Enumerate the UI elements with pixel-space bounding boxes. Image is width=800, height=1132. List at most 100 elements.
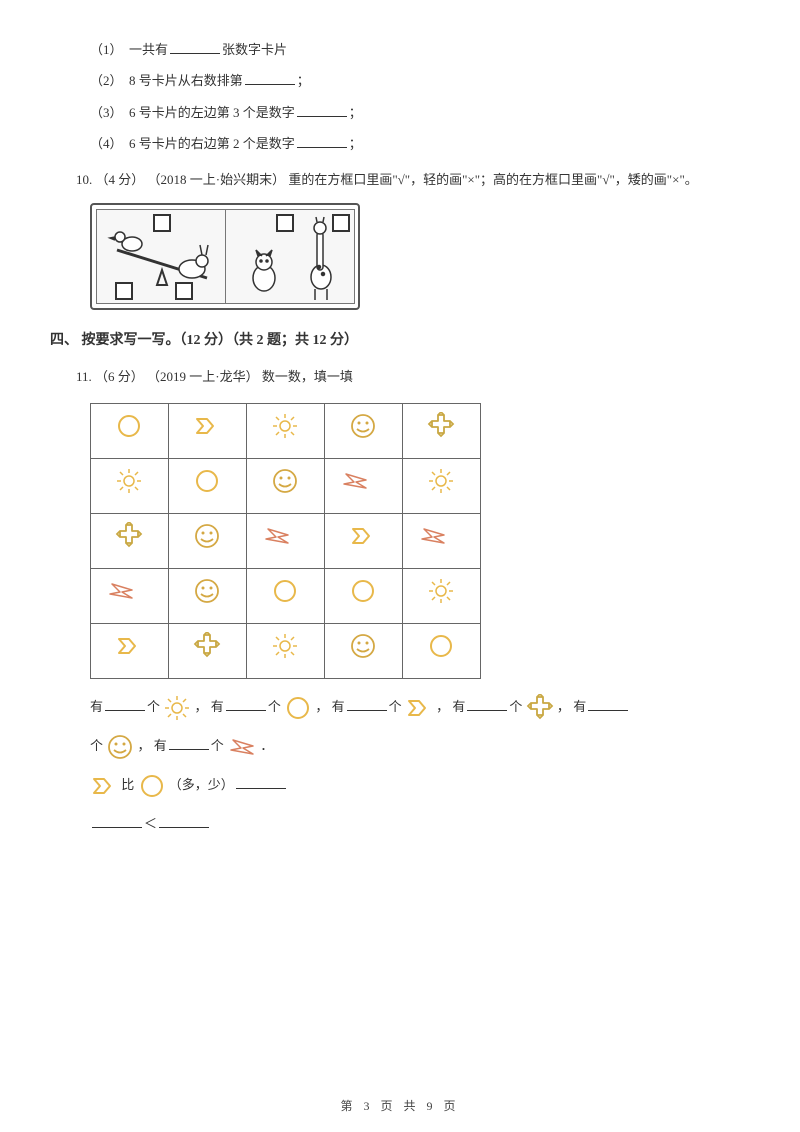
circle-icon xyxy=(271,577,301,607)
blank[interactable] xyxy=(170,41,220,54)
q11-text: 数一数，填一填 xyxy=(262,369,353,384)
blank[interactable] xyxy=(297,104,347,117)
text-you: 有 xyxy=(573,699,586,714)
grid-cell xyxy=(247,513,325,568)
q11-fill-1: 有个 ， 有个 ， 有个 ， 有个 ， 有 xyxy=(90,693,750,722)
text-you: 有 xyxy=(332,699,345,714)
cross-icon xyxy=(427,412,457,442)
grid-cell xyxy=(325,513,403,568)
grid-cell xyxy=(91,568,169,623)
grid-cell xyxy=(91,513,169,568)
smiley-icon xyxy=(349,412,379,442)
q11-num: 11. xyxy=(76,369,92,384)
text-you: 有 xyxy=(211,699,224,714)
sun-icon xyxy=(163,694,191,722)
sun-icon xyxy=(271,412,301,442)
comma: ， xyxy=(138,738,151,753)
grid-cell xyxy=(325,623,403,678)
smiley-icon xyxy=(106,733,134,761)
q10-image xyxy=(90,203,750,310)
q9-1-label: （1） xyxy=(90,42,123,57)
grid-cell xyxy=(169,623,247,678)
text-you: 有 xyxy=(452,699,465,714)
checkbox[interactable] xyxy=(276,214,294,232)
text-you: 有 xyxy=(90,699,103,714)
q9-1-t2: 张数字卡片 xyxy=(222,42,287,57)
smiley-icon xyxy=(349,632,379,662)
bolt-icon xyxy=(262,525,310,549)
q10-source: （2018 一上·始兴期末） xyxy=(148,172,286,187)
checkbox[interactable] xyxy=(153,214,171,232)
circle-icon xyxy=(193,467,223,497)
blank[interactable] xyxy=(226,698,266,711)
checkbox[interactable] xyxy=(175,282,193,300)
blank[interactable] xyxy=(159,815,209,828)
grid-cell xyxy=(91,458,169,513)
circle-icon xyxy=(138,772,166,800)
q10-points: （4 分） xyxy=(96,172,145,187)
bolt-icon xyxy=(227,736,257,758)
q9-2-t2: ； xyxy=(297,73,310,88)
blank[interactable] xyxy=(347,698,387,711)
grid-cell xyxy=(169,513,247,568)
smiley-icon xyxy=(193,577,223,607)
q9-sub2: （2） 8 号卡片从右数排第 ； xyxy=(90,69,750,92)
text-you: 有 xyxy=(154,738,167,753)
q10-text: 重的在方框口里画"√"，轻的画"×"；高的在方框口里画"√"，矮的画"×"。 xyxy=(288,172,697,187)
grid-cell xyxy=(325,403,403,458)
bolt-icon xyxy=(418,525,466,549)
checkbox[interactable] xyxy=(332,214,350,232)
q10: 10. （4 分） （2018 一上·始兴期末） 重的在方框口里画"√"，轻的画… xyxy=(50,168,750,191)
blank[interactable] xyxy=(169,737,209,750)
q11-fill-2: 个 ， 有个 ． xyxy=(90,732,750,761)
blank[interactable] xyxy=(467,698,507,711)
comma: ， xyxy=(315,699,328,714)
grid-cell xyxy=(169,568,247,623)
grid-cell xyxy=(91,403,169,458)
circle-icon xyxy=(427,632,457,662)
cross-icon xyxy=(526,694,554,722)
circle-icon xyxy=(284,694,312,722)
sun-icon xyxy=(427,577,457,607)
grid-cell xyxy=(247,458,325,513)
text-duoshao: （多，少） xyxy=(169,777,234,792)
grid-cell xyxy=(247,403,325,458)
q9-2-label: （2） xyxy=(90,73,123,88)
q11-grid xyxy=(90,403,481,679)
blank[interactable] xyxy=(588,698,628,711)
text-ge: 个 xyxy=(147,699,160,714)
q9-sub3: （3） 6 号卡片的左边第 3 个是数字； xyxy=(90,101,750,124)
comma: ， xyxy=(436,699,449,714)
text-ge: 个 xyxy=(211,738,224,753)
grid-cell xyxy=(247,623,325,678)
seesaw-panel-1 xyxy=(96,209,226,304)
comma: ， xyxy=(195,699,208,714)
checkbox[interactable] xyxy=(115,282,133,300)
q11-compare: 比 （多，少） xyxy=(90,771,750,800)
grid-cell xyxy=(247,568,325,623)
grid-cell xyxy=(403,403,481,458)
q9-sub4: （4） 6 号卡片的右边第 2 个是数字 ； xyxy=(90,132,750,155)
text-ge: 个 xyxy=(90,738,103,753)
q9-3-t1: 6 号卡片的左边第 3 个是数字 xyxy=(129,105,295,120)
q9-4-label: （4） xyxy=(90,136,123,151)
blank[interactable] xyxy=(92,815,142,828)
blank[interactable] xyxy=(105,698,145,711)
blank[interactable] xyxy=(297,135,347,148)
grid-cell xyxy=(169,458,247,513)
smiley-icon xyxy=(271,467,301,497)
blank[interactable] xyxy=(245,72,295,85)
blank[interactable] xyxy=(236,776,286,789)
grid-cell xyxy=(403,458,481,513)
q9-4-t1: 6 号卡片的右边第 2 个是数字 xyxy=(129,136,295,151)
bolt-icon xyxy=(106,580,154,604)
text-ge: 个 xyxy=(389,699,402,714)
q9-4-t2: ； xyxy=(349,136,362,151)
cross-icon xyxy=(193,632,223,662)
q9-2-t1: 8 号卡片从右数排第 xyxy=(129,73,243,88)
cross-icon xyxy=(115,522,145,552)
text-ge: 个 xyxy=(509,699,522,714)
section-4-title: 四、 按要求写一写。（12 分）（共 2 题；共 12 分） xyxy=(50,328,750,353)
text-ge: 个 xyxy=(268,699,281,714)
q9-1-t1: 一共有 xyxy=(129,42,168,57)
